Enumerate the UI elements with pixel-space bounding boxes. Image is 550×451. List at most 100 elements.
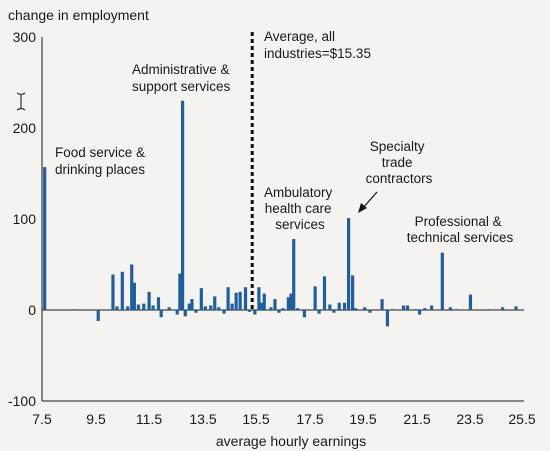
bar [273,299,277,310]
bar [313,286,317,310]
bar [332,310,336,313]
bar [213,296,217,310]
bar [115,306,119,310]
bar [180,100,185,310]
annotation-ambulatory: Ambulatory health care services [264,185,336,232]
bar [302,310,307,318]
bar [448,307,452,310]
bar [132,282,136,310]
annotations: Food service & drinking places Administr… [55,29,514,245]
bar [417,310,422,315]
annotation-line: industries=$15.35 [264,46,371,61]
bar [199,288,203,310]
bar [257,287,261,310]
annotation-food-service: Food service & drinking places [55,145,149,177]
annotation-line: Ambulatory [264,185,333,200]
bar [281,308,285,310]
bar [286,297,290,310]
bar [455,309,459,311]
annotation-specialty: Specialty trade contractors [366,139,433,186]
annotation-line: Average, all [264,29,335,44]
annotation-line: health care [265,201,332,216]
bar [391,309,395,311]
bar [175,310,179,315]
bar [209,305,213,310]
x-tick-label: 11.5 [136,411,162,427]
bar [363,307,367,310]
arrow-head [358,203,367,213]
y-axis-title: change in employment [8,7,149,23]
bar [238,291,242,310]
bar [259,302,264,310]
bar [217,307,221,310]
bar [203,306,207,310]
annotation-line: Administrative & [132,62,230,77]
bar [296,308,300,310]
bar [126,306,130,310]
bar [253,310,257,315]
bar [230,303,234,310]
bar [405,305,410,310]
bar [380,299,384,310]
bar [167,307,171,310]
bar [156,297,161,310]
y-tick-label: 100 [13,211,37,227]
bar [72,309,76,311]
bar [120,271,124,310]
bar [351,275,355,310]
annotation-line: Food service & [55,145,145,160]
bar [322,276,327,310]
x-tick-label: 13.5 [189,411,216,427]
bar [178,273,182,310]
bar [385,310,390,327]
bars [43,100,518,327]
annotation-line: drinking places [55,162,145,177]
bar [468,294,473,310]
x-tick-label: 9.5 [86,411,106,427]
bar [423,308,427,310]
bar [147,291,151,310]
annotation-line: trade [382,155,413,170]
bar [136,304,140,310]
bar [234,292,238,310]
x-tick-label: 23.5 [456,411,483,427]
bar [243,287,248,310]
bar [159,310,163,318]
y-tick-label: -100 [8,393,36,409]
annotation-line: technical services [407,230,514,245]
bar [247,310,252,312]
x-tick-label: 7.5 [32,411,52,427]
x-tick-label: 21.5 [403,411,430,427]
y-axis: 300 200 100 0 -100 [8,29,43,409]
bar [368,310,372,313]
y-tick-label: 0 [28,302,36,318]
bar [401,305,406,310]
bar [289,293,293,310]
x-tick-label: 25.5 [508,411,535,427]
bar [317,310,321,314]
bar [111,274,115,310]
bar [413,309,418,311]
annotation-line: Professional & [415,214,502,229]
bar [487,309,491,311]
bar [269,307,273,310]
bar [43,167,47,310]
bar [183,310,187,317]
x-tick-label: 15.5 [242,411,269,427]
bar [277,310,281,313]
bar [262,293,266,310]
annotation-professional: Professional & technical services [407,214,514,245]
x-tick-label: 17.5 [296,411,323,427]
bar [500,307,505,310]
x-axis-title: average hourly earnings [216,433,366,449]
bar [430,305,434,310]
annotation-line: Specialty [370,139,425,154]
annotation-line: services [275,217,325,232]
annotation-line: support services [132,79,231,94]
bar [194,310,198,313]
x-axis: 7.5 9.5 11.5 13.5 15.5 17.5 19.5 21.5 23… [32,400,536,427]
bar [222,310,226,314]
bar [342,302,347,310]
bar [440,252,444,310]
